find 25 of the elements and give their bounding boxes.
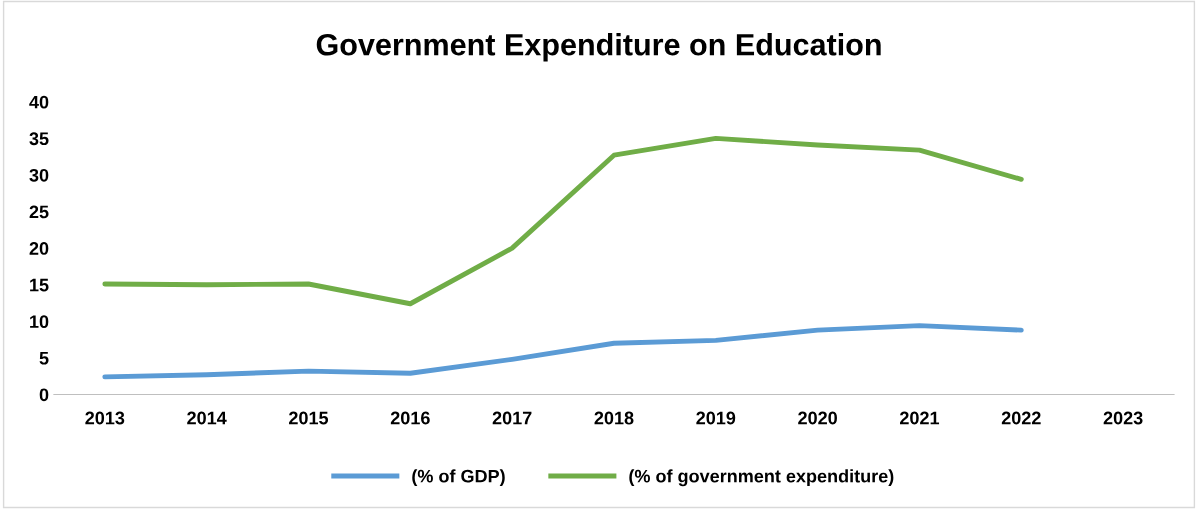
- x-tick-label: 2020: [798, 411, 837, 425]
- x-tick-label: 2015: [289, 411, 329, 425]
- x-tick-label: 2022: [1001, 411, 1041, 425]
- x-tick-label: 2014: [187, 411, 227, 425]
- y-tick-label: 20: [29, 242, 49, 255]
- legend-label: (% of government expenditure): [629, 469, 894, 487]
- y-tick-label: 40: [29, 95, 49, 109]
- line-series: [102, 323, 1024, 380]
- x-tick-label: 2013: [85, 411, 125, 425]
- y-tick-label: 5: [39, 352, 49, 365]
- x-tick-label: 2017: [492, 411, 532, 425]
- legend-label: (% of GDP): [412, 469, 505, 487]
- y-tick-label: 30: [29, 168, 49, 182]
- y-tick-label: 10: [30, 315, 49, 329]
- y-tick-label: 25: [29, 205, 49, 219]
- x-tick-label: 2016: [390, 411, 430, 425]
- x-tick-label: 2021: [900, 411, 940, 425]
- x-tick-label: 2023: [1103, 411, 1143, 425]
- line-series: [102, 135, 1024, 307]
- y-tick-label: 15: [30, 278, 49, 292]
- y-tick-label: 35: [29, 132, 49, 146]
- x-tick-label: 2018: [594, 411, 634, 425]
- chart-title: Government Expenditure on Education: [316, 33, 881, 62]
- y-tick-label: 0: [39, 388, 49, 402]
- x-tick-label: 2019: [696, 411, 736, 425]
